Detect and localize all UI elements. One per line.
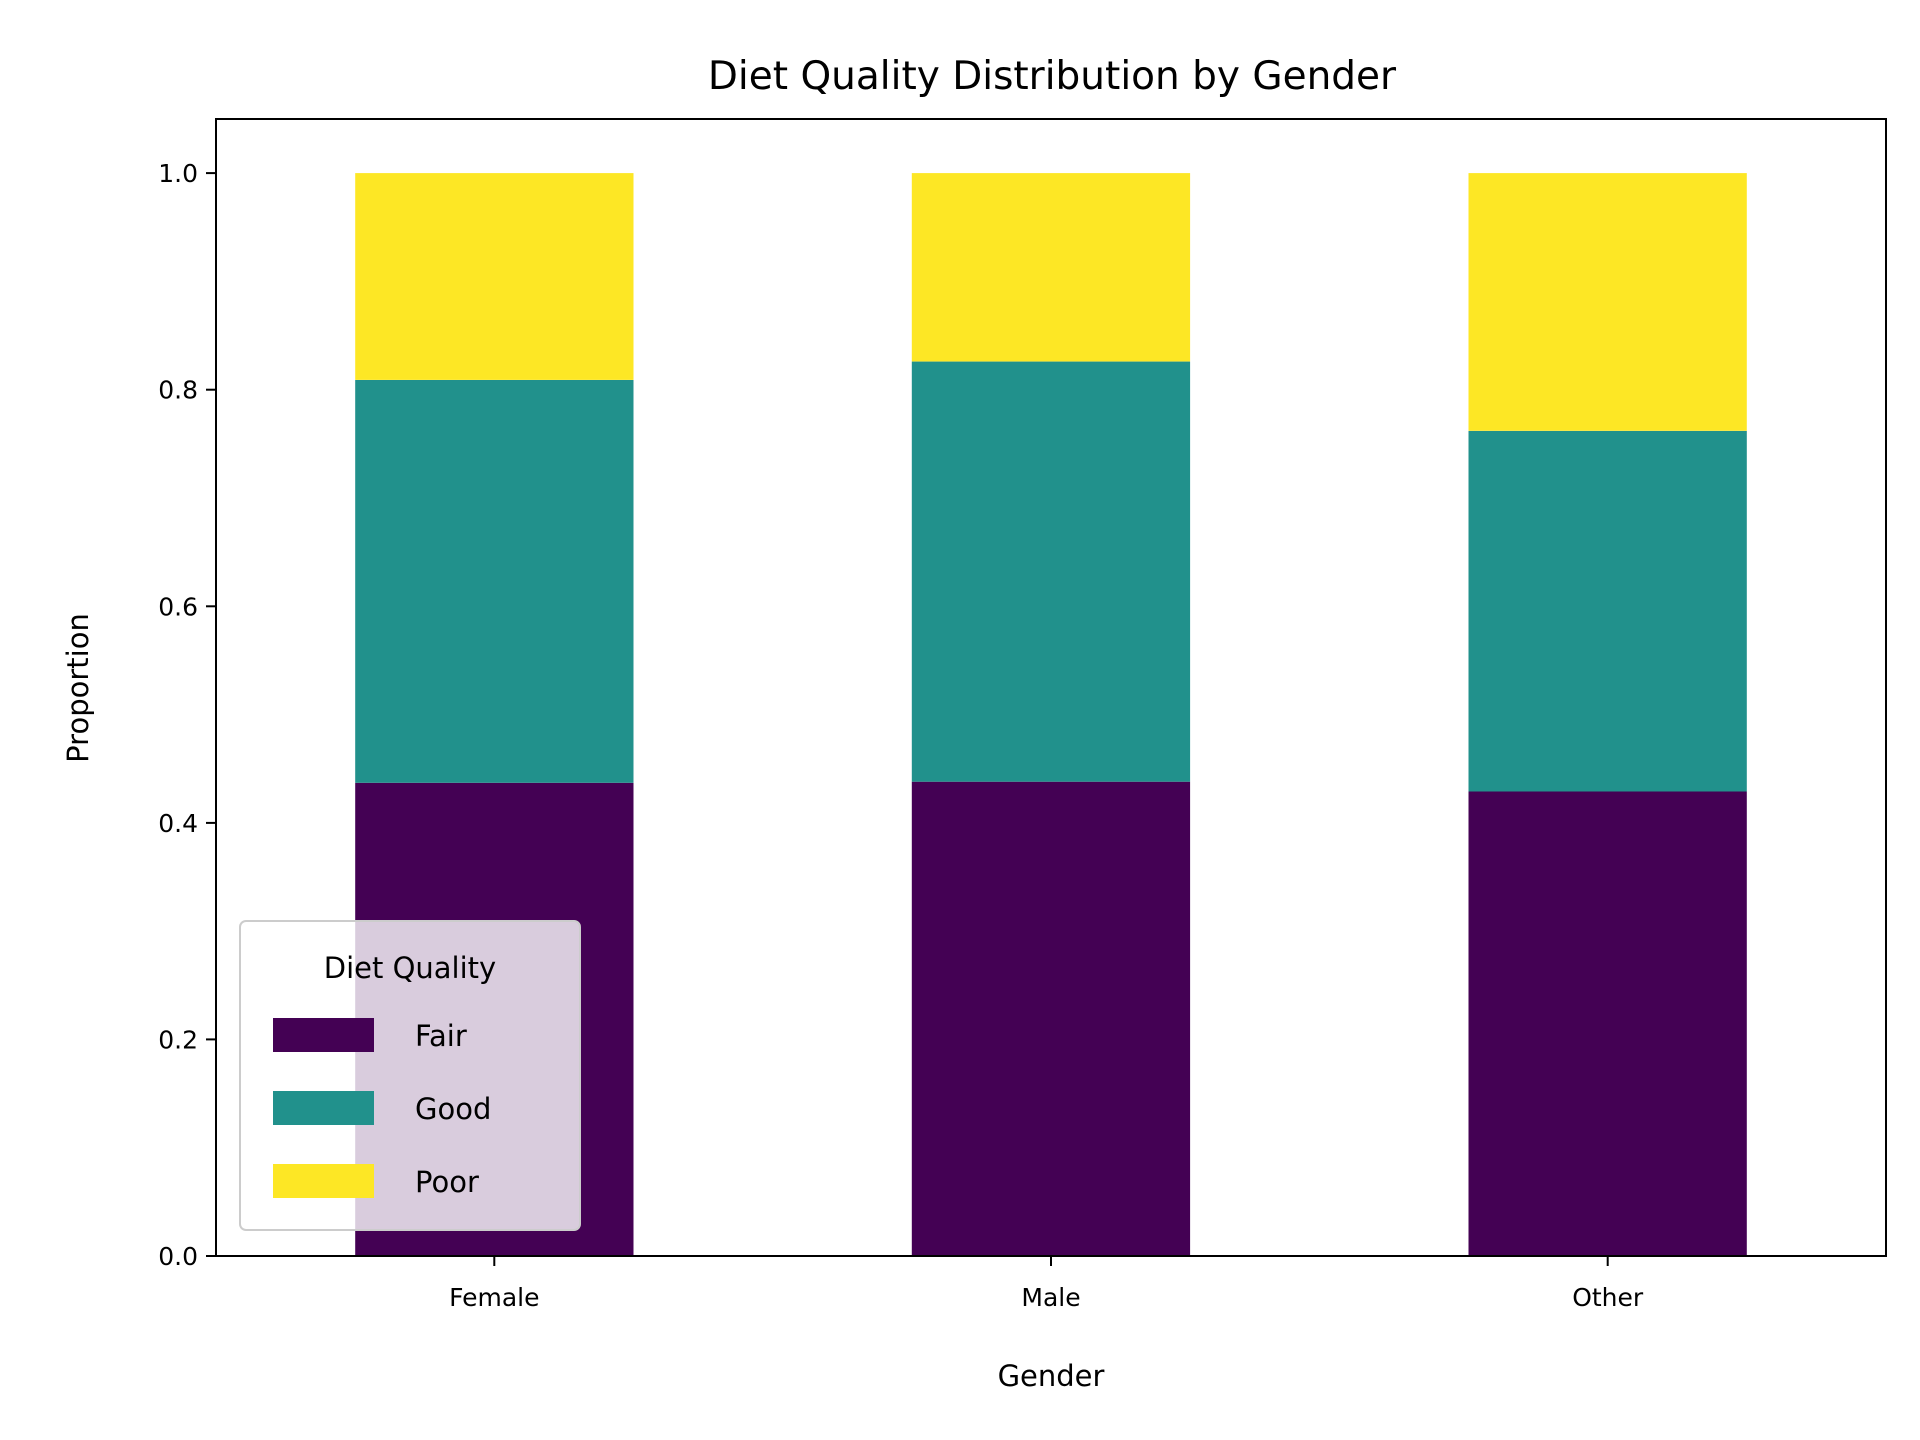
- x-axis: Female Male Other: [449, 1256, 1644, 1312]
- x-tick-label-male: Male: [1021, 1283, 1080, 1312]
- bar-other-good: [1468, 430, 1747, 792]
- y-tick-label: 0.4: [158, 809, 198, 838]
- x-tick-label-other: Other: [1572, 1283, 1644, 1312]
- y-tick-label: 0.0: [158, 1242, 198, 1271]
- chart-title: Diet Quality Distribution by Gender: [708, 54, 1397, 99]
- y-tick-label: 0.8: [158, 376, 198, 405]
- legend-swatch-fair: [273, 1018, 374, 1052]
- legend-title: Diet Quality: [324, 951, 496, 985]
- x-tick-label-female: Female: [449, 1283, 539, 1312]
- legend-swatch-good: [273, 1091, 374, 1125]
- bar-female-good: [355, 380, 634, 783]
- bar-female-poor: [355, 173, 634, 380]
- legend: Diet Quality Fair Good Poor: [239, 920, 581, 1231]
- y-tick-label: 0.2: [158, 1025, 198, 1054]
- bar-other-poor: [1468, 173, 1747, 431]
- legend-swatch-poor: [273, 1164, 374, 1198]
- y-tick-label: 1.0: [158, 159, 198, 188]
- legend-frame: [239, 920, 581, 1231]
- y-axis: 0.0 0.2 0.4 0.6 0.8 1.0: [158, 159, 216, 1271]
- bars-layer: [355, 173, 1747, 1256]
- x-axis-label: Gender: [998, 1359, 1105, 1393]
- bar-male-fair: [911, 781, 1191, 1256]
- legend-entries: Fair Good Poor: [273, 1018, 491, 1199]
- legend-label-fair: Fair: [415, 1019, 467, 1053]
- legend-label-good: Good: [415, 1092, 491, 1126]
- y-axis-label: Proportion: [61, 613, 95, 763]
- y-tick-label: 0.6: [158, 592, 198, 621]
- legend-label-poor: Poor: [415, 1165, 479, 1199]
- bar-other-fair: [1468, 791, 1747, 1256]
- bar-male-good: [911, 361, 1191, 782]
- bar-male-poor: [911, 173, 1191, 362]
